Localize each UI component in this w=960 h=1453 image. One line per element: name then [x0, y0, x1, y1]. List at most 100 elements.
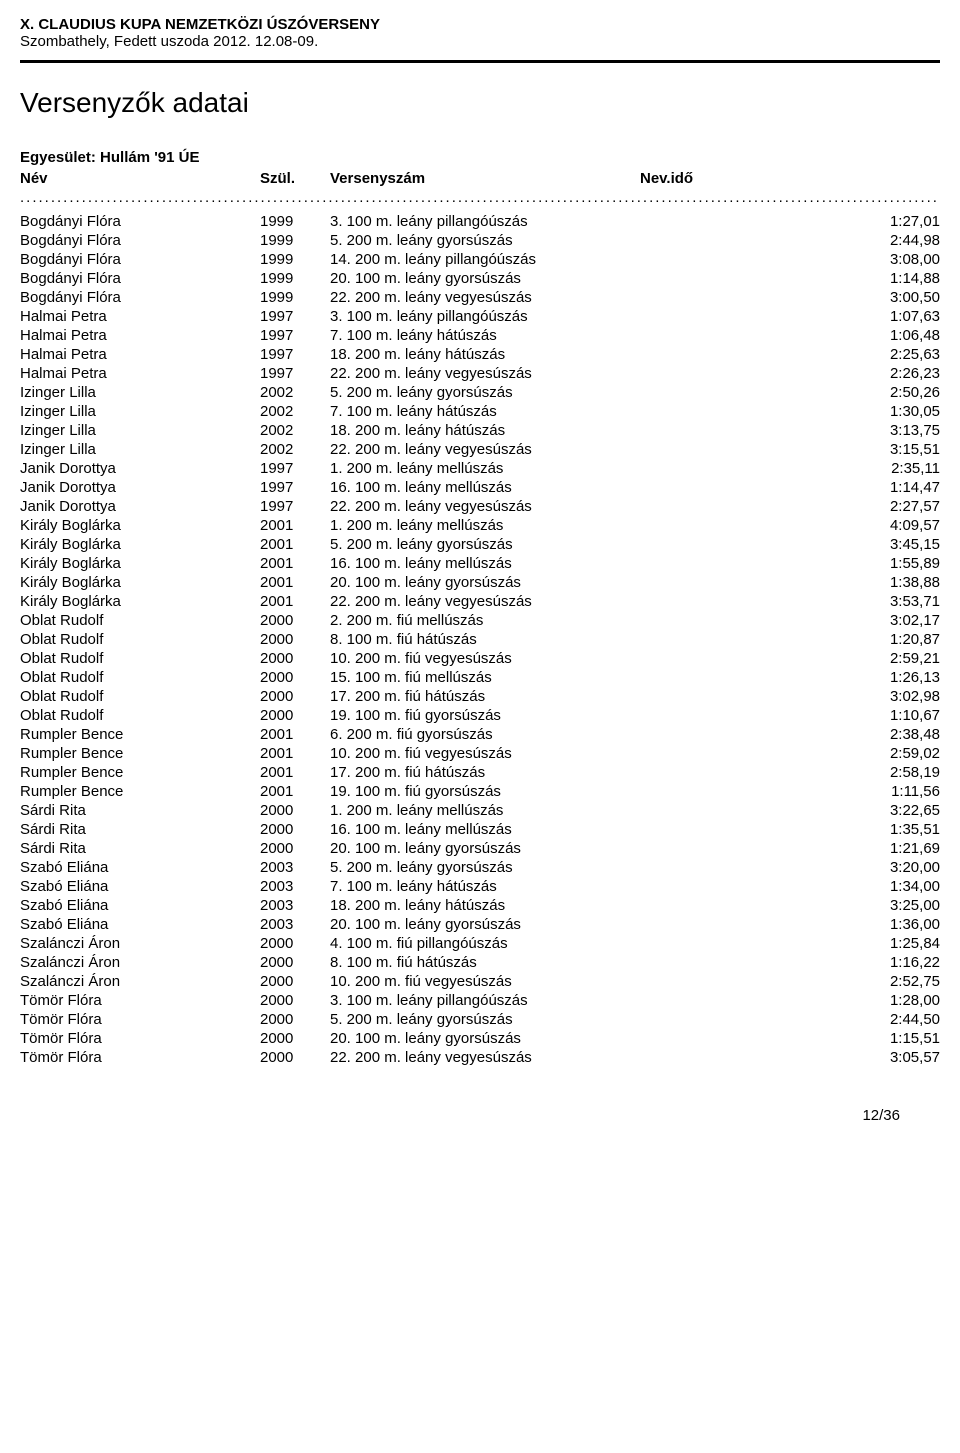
cell-time: 1:07,63: [840, 307, 940, 326]
cell-time: 2:59,02: [840, 744, 940, 763]
cell-name: Izinger Lilla: [20, 402, 260, 421]
cell-time: 1:20,87: [840, 630, 940, 649]
table-row: Rumpler Bence20016. 200 m. fiú gyorsúszá…: [20, 725, 940, 744]
table-row: Izinger Lilla20027. 100 m. leány hátúszá…: [20, 402, 940, 421]
table-row: Szabó Eliána20037. 100 m. leány hátúszás…: [20, 877, 940, 896]
cell-time: 1:11,56: [840, 782, 940, 801]
cell-time: 3:15,51: [840, 440, 940, 459]
cell-year: 2001: [260, 554, 330, 573]
cell-time: 2:38,48: [840, 725, 940, 744]
cell-event: 22. 200 m. leány vegyesúszás: [330, 364, 840, 383]
cell-event: 16. 100 m. leány mellúszás: [330, 478, 840, 497]
doc-header: X. CLAUDIUS KUPA NEMZETKÖZI ÚSZÓVERSENY …: [20, 16, 940, 50]
table-row: Király Boglárka200120. 100 m. leány gyor…: [20, 573, 940, 592]
cell-year: 1999: [260, 231, 330, 250]
cell-year: 2000: [260, 972, 330, 991]
cell-year: 2001: [260, 535, 330, 554]
cell-year: 2002: [260, 402, 330, 421]
cell-name: Király Boglárka: [20, 516, 260, 535]
cell-name: Tömör Flóra: [20, 1010, 260, 1029]
cell-name: Halmai Petra: [20, 345, 260, 364]
cell-event: 22. 200 m. leány vegyesúszás: [330, 497, 840, 516]
cell-time: 3:02,98: [840, 687, 940, 706]
cell-year: 2002: [260, 421, 330, 440]
cell-time: 1:38,88: [840, 573, 940, 592]
cell-year: 2001: [260, 592, 330, 611]
cell-time: 3:02,17: [840, 611, 940, 630]
cell-event: 18. 200 m. leány hátúszás: [330, 345, 840, 364]
cell-time: 3:25,00: [840, 896, 940, 915]
cell-year: 1999: [260, 212, 330, 231]
cell-year: 1997: [260, 345, 330, 364]
cell-year: 1999: [260, 269, 330, 288]
cell-name: Oblat Rudolf: [20, 611, 260, 630]
cell-name: Izinger Lilla: [20, 383, 260, 402]
cell-time: 1:55,89: [840, 554, 940, 573]
cell-event: 20. 100 m. leány gyorsúszás: [330, 573, 840, 592]
cell-name: Oblat Rudolf: [20, 687, 260, 706]
cell-event: 5. 200 m. leány gyorsúszás: [330, 535, 840, 554]
cell-time: 1:10,67: [840, 706, 940, 725]
table-row: Oblat Rudolf200010. 200 m. fiú vegyesúsz…: [20, 649, 940, 668]
table-row: Bogdányi Flóra199920. 100 m. leány gyors…: [20, 269, 940, 288]
cell-event: 15. 100 m. fiú mellúszás: [330, 668, 840, 687]
cell-name: Oblat Rudolf: [20, 630, 260, 649]
col-event: Versenyszám: [330, 170, 640, 187]
cell-name: Rumpler Bence: [20, 725, 260, 744]
cell-name: Bogdányi Flóra: [20, 212, 260, 231]
cell-time: 1:36,00: [840, 915, 940, 934]
cell-event: 19. 100 m. fiú gyorsúszás: [330, 782, 840, 801]
cell-year: 2003: [260, 915, 330, 934]
col-year: Szül.: [260, 170, 330, 187]
cell-year: 2002: [260, 440, 330, 459]
cell-name: Király Boglárka: [20, 573, 260, 592]
page-title: Versenyzők adatai: [20, 87, 940, 119]
cell-year: 2000: [260, 953, 330, 972]
cell-year: 2000: [260, 668, 330, 687]
cell-time: 3:45,15: [840, 535, 940, 554]
table-row: Szalánczi Áron20004. 100 m. fiú pillangó…: [20, 934, 940, 953]
cell-time: 2:44,50: [840, 1010, 940, 1029]
cell-event: 4. 100 m. fiú pillangóúszás: [330, 934, 840, 953]
table-row: Rumpler Bence200110. 200 m. fiú vegyesús…: [20, 744, 940, 763]
table-row: Tömör Flóra20005. 200 m. leány gyorsúszá…: [20, 1010, 940, 1029]
cell-time: 1:14,47: [840, 478, 940, 497]
cell-event: 3. 100 m. leány pillangóúszás: [330, 307, 840, 326]
cell-year: 2002: [260, 383, 330, 402]
cell-name: Sárdi Rita: [20, 820, 260, 839]
cell-event: 10. 200 m. fiú vegyesúszás: [330, 649, 840, 668]
table-row: Bogdányi Flóra199914. 200 m. leány pilla…: [20, 250, 940, 269]
cell-event: 8. 100 m. fiú hátúszás: [330, 953, 840, 972]
cell-year: 1997: [260, 326, 330, 345]
cell-name: Bogdányi Flóra: [20, 269, 260, 288]
cell-time: 1:14,88: [840, 269, 940, 288]
cell-time: 1:21,69: [840, 839, 940, 858]
cell-time: 3:20,00: [840, 858, 940, 877]
table-row: Szabó Eliána200320. 100 m. leány gyorsús…: [20, 915, 940, 934]
cell-event: 7. 100 m. leány hátúszás: [330, 326, 840, 345]
cell-year: 1997: [260, 364, 330, 383]
table-row: Oblat Rudolf200019. 100 m. fiú gyorsúszá…: [20, 706, 940, 725]
cell-name: Sárdi Rita: [20, 839, 260, 858]
club-name: Hullám '91 ÚE: [100, 149, 199, 166]
cell-time: 3:05,57: [840, 1048, 940, 1067]
cell-name: Janik Dorottya: [20, 478, 260, 497]
cell-year: 2001: [260, 763, 330, 782]
cell-name: Oblat Rudolf: [20, 706, 260, 725]
table-row: Szabó Eliána20035. 200 m. leány gyorsúsz…: [20, 858, 940, 877]
cell-year: 2001: [260, 725, 330, 744]
col-name: Név: [20, 170, 260, 187]
cell-year: 1997: [260, 307, 330, 326]
cell-year: 2001: [260, 573, 330, 592]
cell-event: 20. 100 m. leány gyorsúszás: [330, 1029, 840, 1048]
cell-name: Szabó Eliána: [20, 915, 260, 934]
cell-year: 2000: [260, 991, 330, 1010]
table-row: Szalánczi Áron200010. 200 m. fiú vegyesú…: [20, 972, 940, 991]
table-row: Oblat Rudolf20002. 200 m. fiú mellúszás3…: [20, 611, 940, 630]
cell-event: 20. 100 m. leány gyorsúszás: [330, 839, 840, 858]
cell-time: 2:50,26: [840, 383, 940, 402]
cell-event: 18. 200 m. leány hátúszás: [330, 896, 840, 915]
cell-time: 1:28,00: [840, 991, 940, 1010]
cell-year: 2000: [260, 839, 330, 858]
table-row: Halmai Petra19973. 100 m. leány pillangó…: [20, 307, 940, 326]
